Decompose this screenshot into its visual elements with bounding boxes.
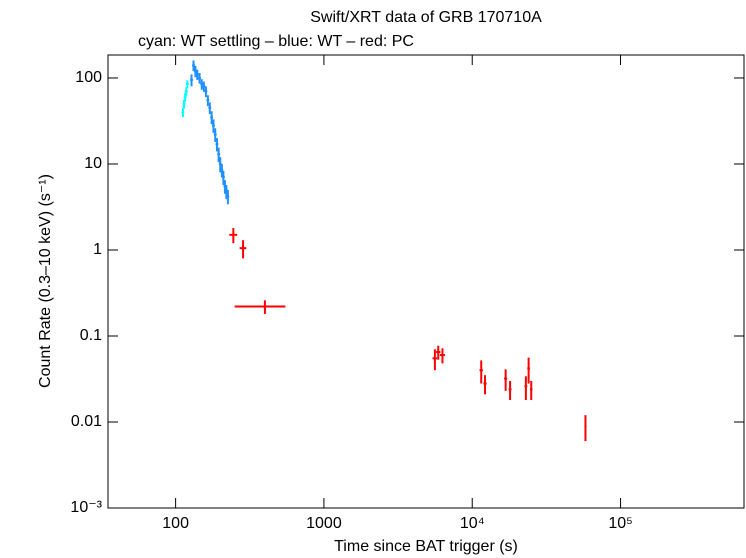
data-point xyxy=(182,102,186,106)
data-point xyxy=(200,82,204,86)
data-point xyxy=(213,133,217,137)
y-tick-label: 100 xyxy=(75,69,102,86)
chart-title: Swift/XRT data of GRB 170710A xyxy=(310,9,542,26)
y-tick-label: 10⁻³ xyxy=(70,499,102,516)
data-point xyxy=(184,89,188,93)
data-point xyxy=(217,152,221,156)
x-tick-label: 10⁴ xyxy=(460,515,485,532)
data-point xyxy=(183,95,187,99)
data-point xyxy=(190,78,194,82)
x-tick-label: 100 xyxy=(162,515,189,532)
data-point xyxy=(204,89,208,93)
data-point xyxy=(215,142,219,146)
y-tick-label: 0.1 xyxy=(80,327,102,344)
data-point xyxy=(185,82,189,86)
data-point xyxy=(208,106,212,110)
y-axis-label: Count Rate (0.3–10 keV) (s⁻¹) xyxy=(37,174,54,388)
data-point xyxy=(191,63,195,67)
plot-frame xyxy=(107,54,745,509)
x-tick-label: 1000 xyxy=(306,515,342,532)
x-axis-label: Time since BAT trigger (s) xyxy=(334,538,518,555)
data-point xyxy=(181,110,185,114)
y-tick-label: 0.01 xyxy=(71,413,102,430)
data-point xyxy=(211,124,215,128)
data-point xyxy=(226,194,230,198)
y-tick-label: 1 xyxy=(93,241,102,258)
data-point xyxy=(220,168,224,172)
data-point xyxy=(193,69,197,73)
chart-subtitle: cyan: WT settling – blue: WT – red: PC xyxy=(138,33,414,50)
data-point xyxy=(202,84,206,88)
data-point xyxy=(206,98,210,102)
data-point xyxy=(210,115,214,119)
data-point xyxy=(198,76,202,80)
x-tick-label: 10⁵ xyxy=(608,515,632,532)
data-point xyxy=(195,72,199,76)
y-tick-label: 10 xyxy=(84,155,102,172)
data-point xyxy=(221,175,225,179)
